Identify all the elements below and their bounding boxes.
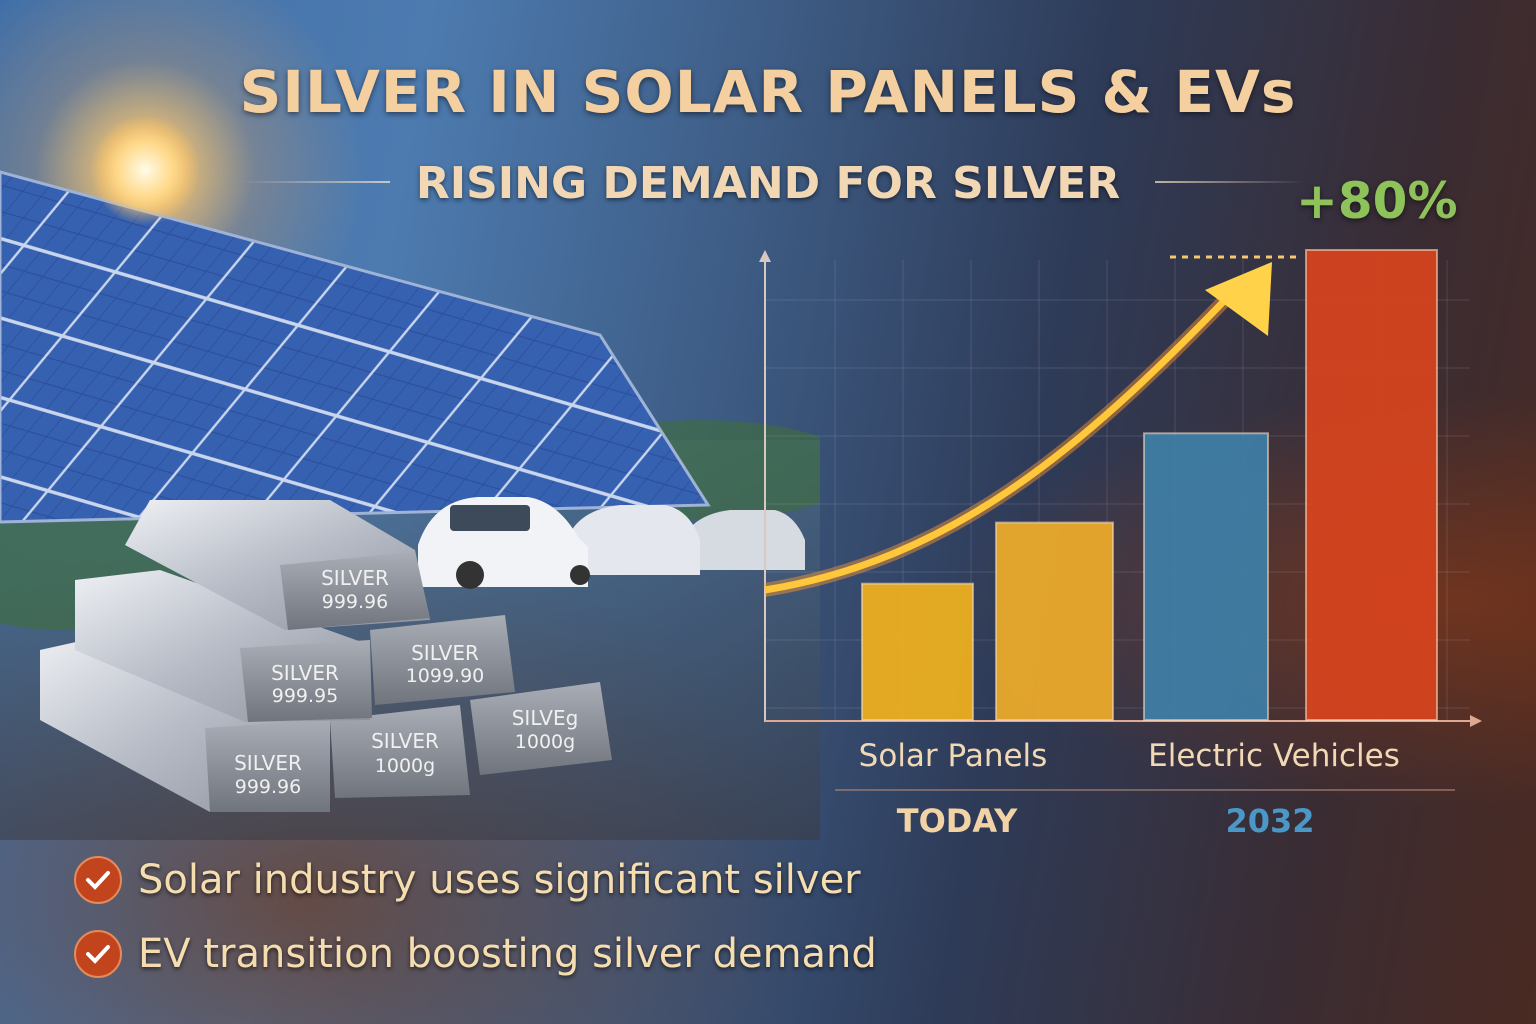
silver-bar-icon: SILVER 999.96 [125, 500, 430, 630]
check-icon [74, 856, 122, 904]
check-icon [74, 930, 122, 978]
bar-label: SILVER [234, 751, 302, 775]
bar-label: SILVER [371, 729, 439, 753]
bar-label: SILVEg [512, 706, 579, 730]
silver-bar-stack: SILVER 999.96 SILVER 1000g SILVEg 1000g … [40, 500, 612, 812]
y-axis-arrow-icon [759, 250, 771, 262]
bullet-item: Solar industry uses significant silver [74, 856, 861, 904]
x-axis-arrow-icon [1470, 715, 1482, 727]
chart-bar [861, 582, 974, 722]
divider [240, 181, 390, 183]
sun-icon [90, 115, 200, 225]
bar-label: SILVER [271, 661, 339, 685]
bullet-text: EV transition boosting silver demand [138, 931, 877, 977]
chart-bar [1305, 249, 1438, 721]
bar-label: 999.96 [235, 776, 301, 798]
page-title: SILVER IN SOLAR PANELS & EVs [239, 58, 1297, 126]
bar-label: SILVER [411, 641, 479, 665]
bar-label: 1099.90 [406, 665, 485, 687]
bar-label: 1000g [375, 755, 435, 777]
car-icon [418, 497, 805, 589]
bullet-text: Solar industry uses significant silver [138, 857, 861, 903]
silver-bar-icon: SILVEg 1000g [470, 682, 612, 775]
bar-label: 999.95 [272, 685, 338, 707]
chart-bar [995, 521, 1114, 721]
bar-label: 1000g [515, 731, 575, 753]
silver-bar-icon: SILVER 1099.90 [370, 615, 515, 705]
trend-arrow-icon [763, 262, 1272, 597]
bar-label: SILVER [321, 566, 389, 590]
illustration: SILVER 999.96 SILVER 1000g SILVEg 1000g … [0, 115, 820, 840]
category-label-solar: Solar Panels [858, 738, 1048, 774]
silver-bar-icon: SILVER 999.95 [75, 570, 372, 722]
period-label-2032: 2032 [1225, 802, 1315, 840]
silver-bar-icon: SILVER 1000g [330, 705, 470, 798]
page-subtitle: RISING DEMAND FOR SILVER [415, 158, 1121, 209]
bar-label: 999.96 [322, 591, 388, 613]
chart-bar [1143, 432, 1269, 721]
period-label-today: TODAY [896, 802, 1018, 840]
solar-panel-icon [0, 170, 711, 524]
bullet-item: EV transition boosting silver demand [74, 930, 877, 978]
silver-bar-icon: SILVER 999.96 [40, 630, 330, 812]
growth-label: +80% [1296, 172, 1458, 230]
category-label-ev: Electric Vehicles [1148, 738, 1400, 774]
